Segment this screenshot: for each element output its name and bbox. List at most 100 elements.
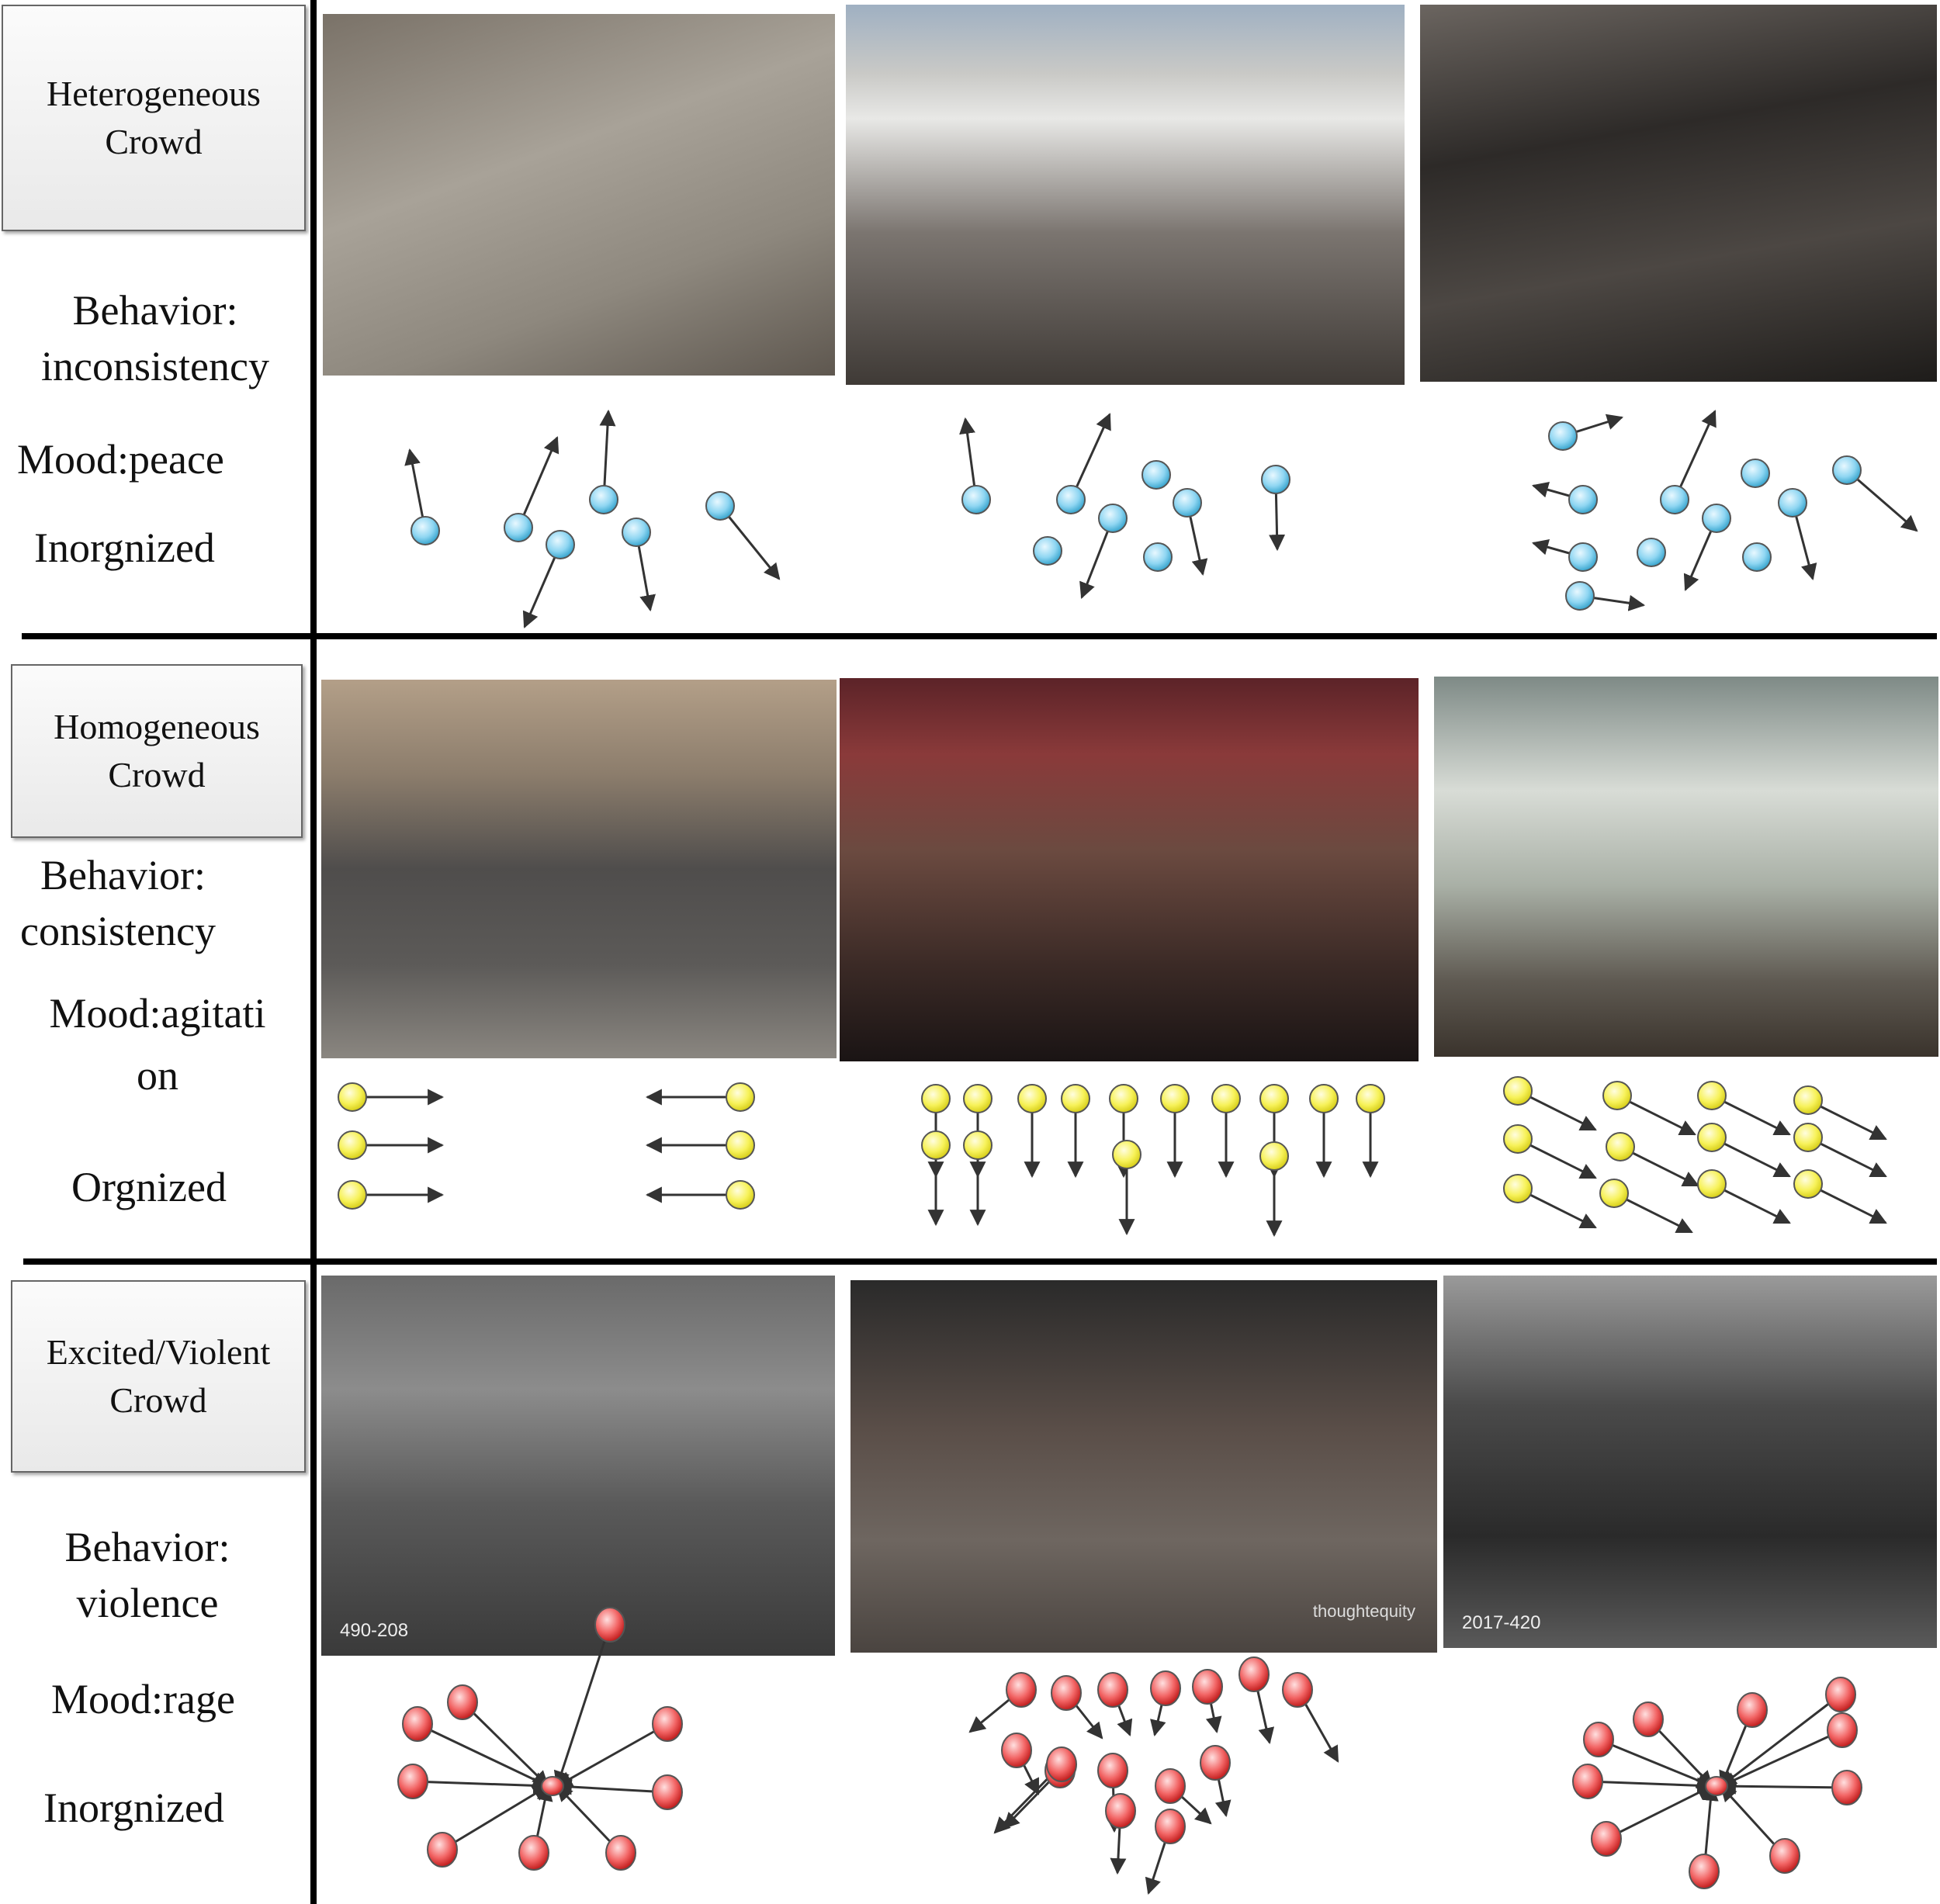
photo-stamp: 2017-420	[1462, 1612, 1541, 1633]
crowd-agent	[1309, 1084, 1339, 1113]
crowd-agent	[1832, 455, 1862, 485]
motion-arrow	[599, 409, 616, 500]
crowd-agent	[726, 1082, 755, 1112]
crowd-agent	[1572, 1764, 1603, 1799]
crowd-type-line: Crowd	[105, 122, 203, 161]
crowd-type-line: Excited/Violent	[46, 1332, 271, 1372]
crowd-agent	[1548, 421, 1578, 451]
crowd-type-box-homogeneous: Homogeneous Crowd	[11, 664, 303, 838]
crowd-agent	[1105, 1793, 1136, 1829]
crowd-agent	[1660, 485, 1689, 514]
crowd-agent	[1017, 1084, 1047, 1113]
photo-watermark: thoughtequity	[1312, 1601, 1415, 1621]
mood-line: Mood:agitati	[49, 990, 266, 1037]
photo-aerial-march	[321, 680, 837, 1058]
crowd-agent	[963, 1084, 993, 1113]
behavior-line: inconsistency	[41, 343, 269, 389]
crowd-agent	[1109, 1084, 1138, 1113]
crowd-agent	[705, 491, 735, 521]
crowd-agent	[1238, 1656, 1270, 1692]
crowd-agent	[1282, 1672, 1313, 1708]
crowd-agent	[427, 1832, 458, 1868]
motion-arrow	[1846, 469, 1918, 532]
motion-arrow	[517, 436, 559, 528]
crowd-agent	[605, 1835, 636, 1871]
motion-arrow	[1069, 413, 1111, 500]
motion-arrow	[553, 1624, 611, 1788]
crowd-agent	[1143, 542, 1173, 572]
crowd-agent	[1793, 1085, 1823, 1115]
behavior-label: Behavior: inconsistency	[16, 282, 295, 394]
crowd-agent	[1503, 1124, 1533, 1154]
crowd-agent	[1261, 465, 1290, 494]
crowd-agent	[338, 1130, 367, 1160]
crowd-agent	[1211, 1084, 1241, 1113]
crowd-agent	[1001, 1733, 1032, 1768]
crowd-agent	[921, 1130, 951, 1160]
crowd-agent	[518, 1835, 549, 1871]
motion-arrow	[442, 1785, 549, 1851]
mood-label: Mood:agitati on	[22, 985, 293, 1103]
crowd-agent	[1097, 1753, 1128, 1788]
crowd-agent	[504, 513, 533, 542]
crowd-agent	[1591, 1821, 1622, 1857]
behavior-line: Behavior:	[64, 1524, 230, 1570]
crowd-agent	[726, 1130, 755, 1160]
motion-arrow	[1606, 1785, 1713, 1840]
crowd-agent	[1742, 542, 1772, 572]
crowd-agent	[1606, 1132, 1635, 1161]
organization-label: Orgnized	[71, 1164, 227, 1210]
crowd-agent	[1173, 488, 1202, 518]
crowd-agent	[1098, 504, 1128, 533]
crowd-agent	[1503, 1174, 1533, 1203]
photo-protest-flags	[840, 678, 1419, 1061]
crowd-type-line: Crowd	[108, 755, 206, 794]
mood-label: Mood:peace	[17, 436, 224, 483]
motion-arrow	[1719, 1778, 1848, 1795]
crowd-agent	[1061, 1084, 1090, 1113]
crowd-agent	[1155, 1809, 1186, 1844]
crowd-agent	[541, 1776, 564, 1796]
motion-arrow	[412, 1777, 550, 1794]
crowd-agent	[1831, 1770, 1862, 1805]
crowd-agent	[1160, 1084, 1190, 1113]
crowd-agent	[1046, 1746, 1077, 1782]
behavior-line: Behavior:	[40, 852, 206, 898]
crowd-agent	[1793, 1123, 1823, 1152]
behavior-label: Behavior: violence	[31, 1519, 264, 1631]
motion-arrow	[417, 1722, 549, 1788]
crowd-agent	[1568, 485, 1598, 514]
crowd-type-line: Crowd	[109, 1380, 207, 1420]
crowd-agent	[1503, 1076, 1533, 1106]
crowd-agent	[1565, 581, 1595, 611]
crowd-agent	[1141, 460, 1171, 490]
crowd-agent	[1705, 1776, 1728, 1796]
crowd-agent	[1602, 1081, 1632, 1110]
crowd-agent	[1697, 1123, 1727, 1152]
crowd-type-box-violent: Excited/Violent Crowd	[11, 1280, 306, 1473]
crowd-agent	[726, 1180, 755, 1210]
crowd-agent	[397, 1764, 428, 1799]
mood-line: on	[137, 1052, 178, 1099]
behavior-label: Behavior: consistency	[20, 847, 276, 959]
crowd-agent	[1702, 504, 1731, 533]
crowd-agent	[1056, 485, 1086, 514]
crowd-agent	[594, 1607, 625, 1643]
photo-historical-fight: 490-208	[321, 1276, 835, 1656]
crowd-agent	[1192, 1669, 1223, 1705]
crowd-agent	[1006, 1672, 1037, 1708]
crowd-agent	[961, 485, 991, 514]
crowd-agent	[1599, 1179, 1629, 1208]
photo-stamp: 490-208	[340, 1620, 409, 1641]
crowd-agent	[1825, 1677, 1856, 1712]
crowd-agent	[1697, 1081, 1727, 1110]
crowd-agent	[963, 1130, 993, 1160]
crowd-agent	[1200, 1745, 1231, 1781]
crowd-agent	[652, 1774, 683, 1810]
crowd-agent	[447, 1684, 478, 1720]
crowd-agent	[1737, 1692, 1768, 1728]
crowd-agent	[1568, 542, 1598, 572]
crowd-agent	[1583, 1722, 1614, 1757]
motion-arrow	[1673, 410, 1717, 500]
